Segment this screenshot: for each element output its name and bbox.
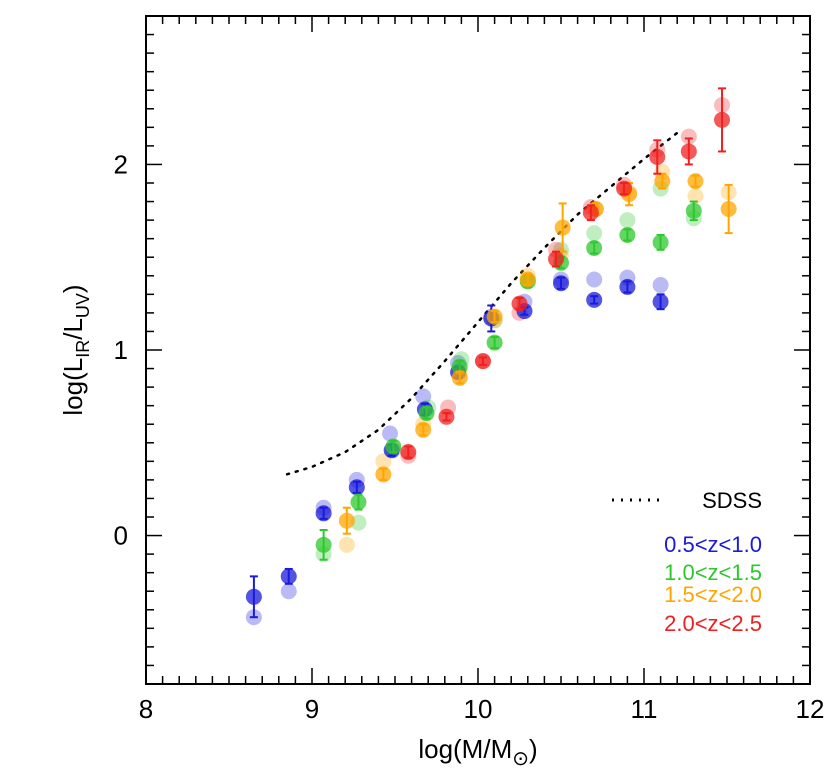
x-tick-label: 10 <box>464 694 493 724</box>
y-axis-title: log(LIR/LUV) <box>58 284 93 415</box>
faint-point-series-0-10 <box>586 271 603 288</box>
x-axis-title: log(M/M⊙) <box>418 734 537 770</box>
error-bar-series-3-4 <box>552 250 561 268</box>
error-bar-series-2-3 <box>455 371 464 385</box>
error-bar-series-2-0 <box>342 506 351 535</box>
legend-label-series-3: 2.0<z<2.5 <box>664 611 762 636</box>
legend-label-series-1: 1.0<z<1.5 <box>664 560 762 585</box>
error-bar-series-2-5 <box>523 272 532 287</box>
error-bar-series-1-1 <box>354 493 363 511</box>
faint-point-series-0-12 <box>652 277 669 294</box>
data-points-layer <box>245 87 737 626</box>
error-bar-series-1-9 <box>623 228 632 242</box>
faint-point-series-2-1 <box>375 453 392 470</box>
legend-label-sdss: SDSS <box>702 488 762 513</box>
error-bar-series-3-9 <box>718 87 727 153</box>
x-tick-label: 12 <box>796 694 825 724</box>
error-bar-series-0-11 <box>623 280 632 294</box>
error-bar-series-1-11 <box>689 200 698 222</box>
faint-point-series-1-9 <box>619 212 636 229</box>
faint-point-series-0-4 <box>382 425 399 442</box>
error-bar-series-3-1 <box>442 412 451 422</box>
error-bar-series-2-4 <box>490 310 499 324</box>
error-bar-series-3-2 <box>478 356 487 366</box>
error-bar-series-3-5 <box>586 204 595 222</box>
sdss-curve-layer <box>285 131 679 476</box>
error-bar-series-2-1 <box>379 467 388 481</box>
error-bar-series-0-9 <box>557 276 565 290</box>
faint-point-series-2-10 <box>687 187 704 204</box>
faint-point-series-3-8 <box>680 128 697 145</box>
error-bar-series-0-1 <box>284 567 293 585</box>
error-bar-series-3-7 <box>653 139 662 175</box>
faint-point-series-0-1 <box>280 583 297 600</box>
error-bar-series-1-3 <box>422 406 431 420</box>
error-bar-series-3-0 <box>404 445 413 459</box>
sdss-curve <box>285 131 679 476</box>
legend: SDSS 0.5<z<1.0 1.0<z<1.5 1.5<z<2.0 2.0<z… <box>612 488 762 636</box>
faint-point-series-2-0 <box>338 536 355 553</box>
y-tick-label: 2 <box>114 149 128 179</box>
error-bar-series-0-10 <box>590 295 599 305</box>
error-bar-series-0-0 <box>249 575 258 619</box>
error-bar-series-3-8 <box>684 137 693 166</box>
x-tick-label: 9 <box>305 694 319 724</box>
error-bar-series-1-8 <box>590 241 599 255</box>
error-bar-series-2-10 <box>691 174 700 188</box>
ticks-layer <box>145 15 811 685</box>
legend-label-series-0: 0.5<z<1.0 <box>664 532 762 557</box>
error-bar-series-2-11 <box>724 183 733 235</box>
legend-label-series-2: 1.5<z<2.0 <box>664 582 762 607</box>
error-bar-series-3-6 <box>620 182 629 196</box>
faint-point-series-0-5 <box>415 388 432 405</box>
error-bar-series-0-2 <box>319 506 328 520</box>
x-tick-label: 11 <box>631 694 658 724</box>
error-bar-series-0-3 <box>352 480 361 494</box>
error-bar-series-2-2 <box>419 423 428 437</box>
error-bar-series-0-12 <box>656 293 665 311</box>
y-tick-label: 0 <box>114 521 128 551</box>
x-tick-label: 8 <box>139 694 153 724</box>
faint-point-series-1-8 <box>586 225 603 242</box>
error-bar-series-1-0 <box>319 528 328 561</box>
error-bar-series-1-10 <box>656 233 665 251</box>
error-bar-series-1-5 <box>490 336 499 350</box>
error-bar-series-3-3 <box>515 297 524 311</box>
error-bar-series-1-2 <box>389 439 398 454</box>
y-tick-label: 1 <box>114 335 128 365</box>
